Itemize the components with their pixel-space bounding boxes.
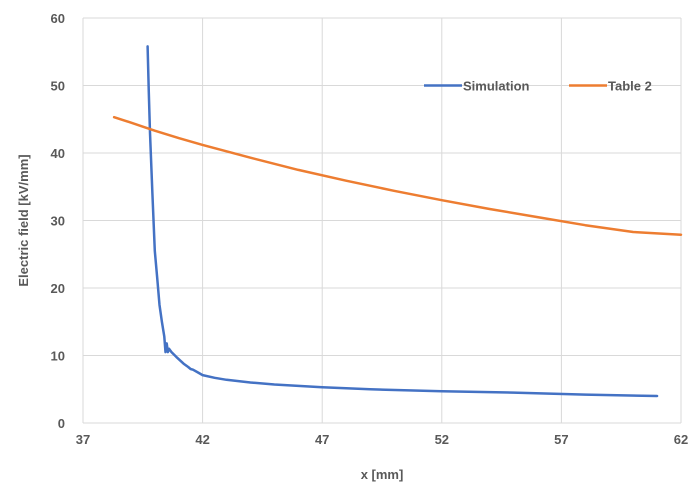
series-layer: [112, 45, 683, 398]
y-tick-label: 10: [51, 349, 65, 364]
x-tick-label: 52: [435, 432, 449, 447]
x-tick-label: 62: [674, 432, 688, 447]
x-tick-label: 47: [315, 432, 329, 447]
series-line-simulation: [146, 45, 659, 398]
x-axis-title: x [mm]: [361, 467, 404, 482]
y-axis-title: Electric field [kV/mm]: [16, 154, 31, 286]
y-tick-label: 60: [51, 11, 65, 26]
legend-label-table-2: Table 2: [608, 79, 652, 94]
legend: Simulation Table 2: [424, 79, 652, 94]
x-tick-label: 37: [76, 432, 90, 447]
y-tick-label: 20: [51, 281, 65, 296]
y-tick-label: 30: [51, 214, 65, 229]
x-tick-label: 42: [195, 432, 209, 447]
grid-layer: [82, 17, 682, 424]
y-tick-label: 0: [58, 416, 65, 431]
y-tick-label: 50: [51, 79, 65, 94]
y-tick-label: 40: [51, 146, 65, 161]
series-line-table-2: [112, 115, 683, 236]
x-tick-label: 57: [554, 432, 568, 447]
legend-label-simulation: Simulation: [463, 79, 530, 94]
tick-layer: 37 42 47 52 57 62 0 10 20 30 40 50 60: [51, 11, 689, 447]
